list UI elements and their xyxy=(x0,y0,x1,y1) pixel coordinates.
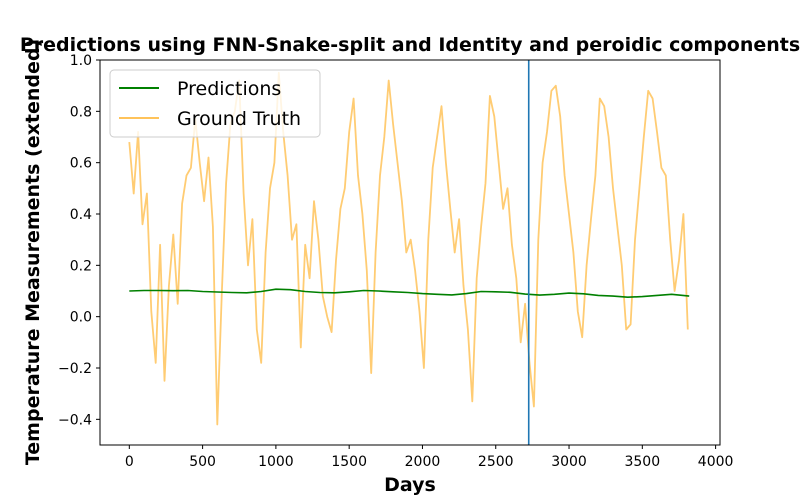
legend-label-ground-truth: Ground Truth xyxy=(177,108,301,130)
x-axis: 0 500 1000 1500 2000 2500 3000 3500 4000 xyxy=(125,445,734,470)
y-tick-label: −0.4 xyxy=(58,412,92,428)
x-tick-label: 2000 xyxy=(405,454,441,470)
x-tick-label: 1000 xyxy=(258,454,294,470)
legend-frame xyxy=(109,69,321,138)
legend-label-predictions: Predictions xyxy=(177,78,281,100)
x-tick-label: 3000 xyxy=(551,454,587,470)
series-line-ground-truth xyxy=(128,71,689,426)
series-line-predictions xyxy=(129,288,690,299)
plot-area xyxy=(128,60,690,445)
x-tick-label: 500 xyxy=(189,454,216,470)
y-axis-title: Temperature Measurements (extended) xyxy=(22,39,44,465)
y-axis: −0.4 −0.2 0.0 0.2 0.4 0.6 0.8 1.0 xyxy=(58,53,100,428)
y-tick-label: 0.8 xyxy=(70,104,92,120)
y-tick-label: −0.2 xyxy=(58,361,92,377)
x-axis-title: Days xyxy=(384,474,436,496)
axes-frame xyxy=(99,59,721,446)
y-tick-label: 0.6 xyxy=(70,156,92,172)
x-tick-label: 2500 xyxy=(478,454,514,470)
legend: Predictions Ground Truth xyxy=(109,69,321,138)
x-tick-label: 3500 xyxy=(624,454,660,470)
y-tick-label: 0.4 xyxy=(70,207,92,223)
x-tick-label: 1500 xyxy=(331,454,367,470)
y-tick-label: 0.2 xyxy=(70,258,92,274)
x-tick-label: 4000 xyxy=(698,454,734,470)
chart-title: Predictions using FNN-Snake-split and Id… xyxy=(20,34,800,56)
y-tick-label: 1.0 xyxy=(70,53,92,69)
x-tick-label: 0 xyxy=(125,454,134,470)
y-tick-label: 0.0 xyxy=(70,310,92,326)
